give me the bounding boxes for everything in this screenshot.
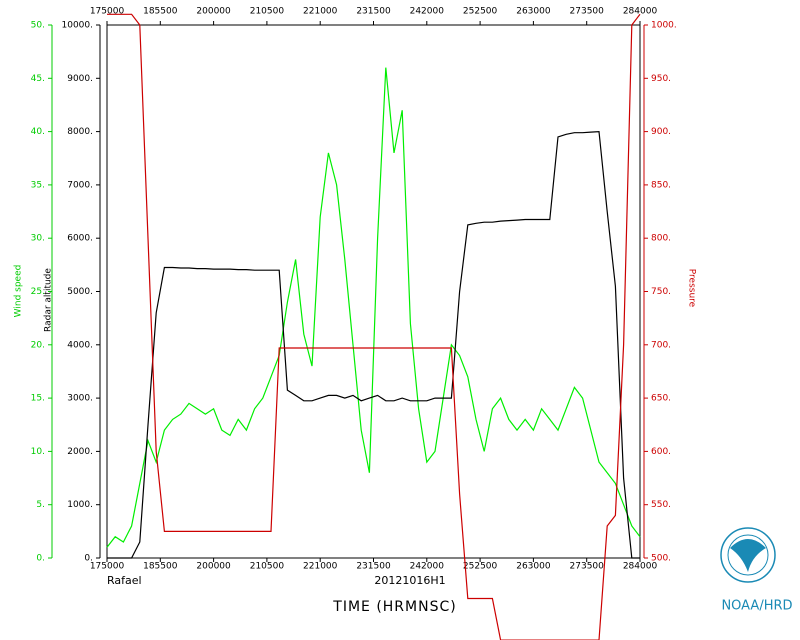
x-tick-label-top: 200000 <box>196 7 231 17</box>
altitude-tick-label: 2000. <box>67 447 93 457</box>
x-tick-label: 252500 <box>463 562 498 572</box>
plot-frame <box>106 24 641 559</box>
wind-tick-label: 10. <box>31 447 45 457</box>
pressure-tick-label: 850. <box>651 180 671 190</box>
pressure-tick-label: 700. <box>651 340 671 350</box>
storm-name: Rafael <box>107 574 142 587</box>
wind-tick-label: 5. <box>36 500 45 510</box>
series-line <box>107 13 641 640</box>
x-tick-label: 284000 <box>623 562 658 572</box>
x-tick-label-top: 210500 <box>250 7 285 17</box>
x-tick-label: 231500 <box>356 562 391 572</box>
x-tick-label-top: 185500 <box>143 7 178 17</box>
altitude-tick-label: 5000. <box>67 287 93 297</box>
x-tick-label: 242000 <box>410 562 445 572</box>
pressure-tick-label: 550. <box>651 500 671 510</box>
wind-tick-label: 30. <box>31 234 45 244</box>
x-tick-label-top: 284000 <box>623 7 658 17</box>
pressure-tick-label: 900. <box>651 127 671 137</box>
wind-tick-label: 40. <box>31 127 45 137</box>
pressure-axis-title: Pressure <box>687 269 697 308</box>
altitude-tick-label: 8000. <box>67 127 93 137</box>
x-tick-label-top: 242000 <box>410 7 445 17</box>
series-line <box>106 67 641 548</box>
pressure-tick-label: 1000. <box>651 21 677 31</box>
wind-tick-label: 25. <box>31 287 45 297</box>
altitude-tick-label: 7000. <box>67 180 93 190</box>
pressure-tick-label: 750. <box>651 287 671 297</box>
pressure-tick-label: 600. <box>651 447 671 457</box>
x-tick-label: 273500 <box>570 562 605 572</box>
x-tick-label-top: 273500 <box>570 7 605 17</box>
series-line <box>107 130 640 559</box>
altitude-tick-label: 9000. <box>67 74 93 84</box>
wind-tick-label: 45. <box>31 74 45 84</box>
altitude-axis-title: Radar altitude <box>44 268 54 332</box>
x-axis-title: TIME (HRMNSC) <box>332 599 456 615</box>
pressure-tick-label: 500. <box>651 554 671 564</box>
pressure-tick-label: 800. <box>651 234 671 244</box>
altitude-tick-label: 1000. <box>67 500 93 510</box>
x-tick-label: 175000 <box>90 562 125 572</box>
wind-tick-label: 15. <box>31 394 45 404</box>
pressure-tick-label: 650. <box>651 394 671 404</box>
x-tick-label: 221000 <box>303 562 338 572</box>
x-tick-label-top: 231500 <box>356 7 391 17</box>
wind-tick-label: 35. <box>31 180 45 190</box>
logo-text: NOAA/HRD <box>721 599 792 614</box>
x-tick-label-top: 175000 <box>90 7 125 17</box>
altitude-tick-label: 3000. <box>67 394 93 404</box>
pressure-tick-label: 950. <box>651 74 671 84</box>
altitude-tick-label: 0. <box>84 554 93 564</box>
x-tick-label-top: 221000 <box>303 7 338 17</box>
x-tick-label: 200000 <box>196 562 231 572</box>
altitude-tick-label: 10000. <box>62 21 94 31</box>
x-tick-label: 210500 <box>250 562 285 572</box>
altitude-tick-label: 4000. <box>67 340 93 350</box>
x-tick-label: 185500 <box>143 562 178 572</box>
noaa-logo <box>720 527 776 583</box>
wind-tick-label: 0. <box>36 554 45 564</box>
x-tick-label: 263000 <box>516 562 551 572</box>
wind-axis-title: Wind speed <box>14 265 24 318</box>
wind-tick-label: 50. <box>31 21 45 31</box>
wind-tick-label: 20. <box>31 340 45 350</box>
x-tick-label-top: 252500 <box>463 7 498 17</box>
flight-id: 20121016H1 <box>374 574 445 587</box>
altitude-tick-label: 6000. <box>67 234 93 244</box>
x-tick-label-top: 263000 <box>516 7 551 17</box>
